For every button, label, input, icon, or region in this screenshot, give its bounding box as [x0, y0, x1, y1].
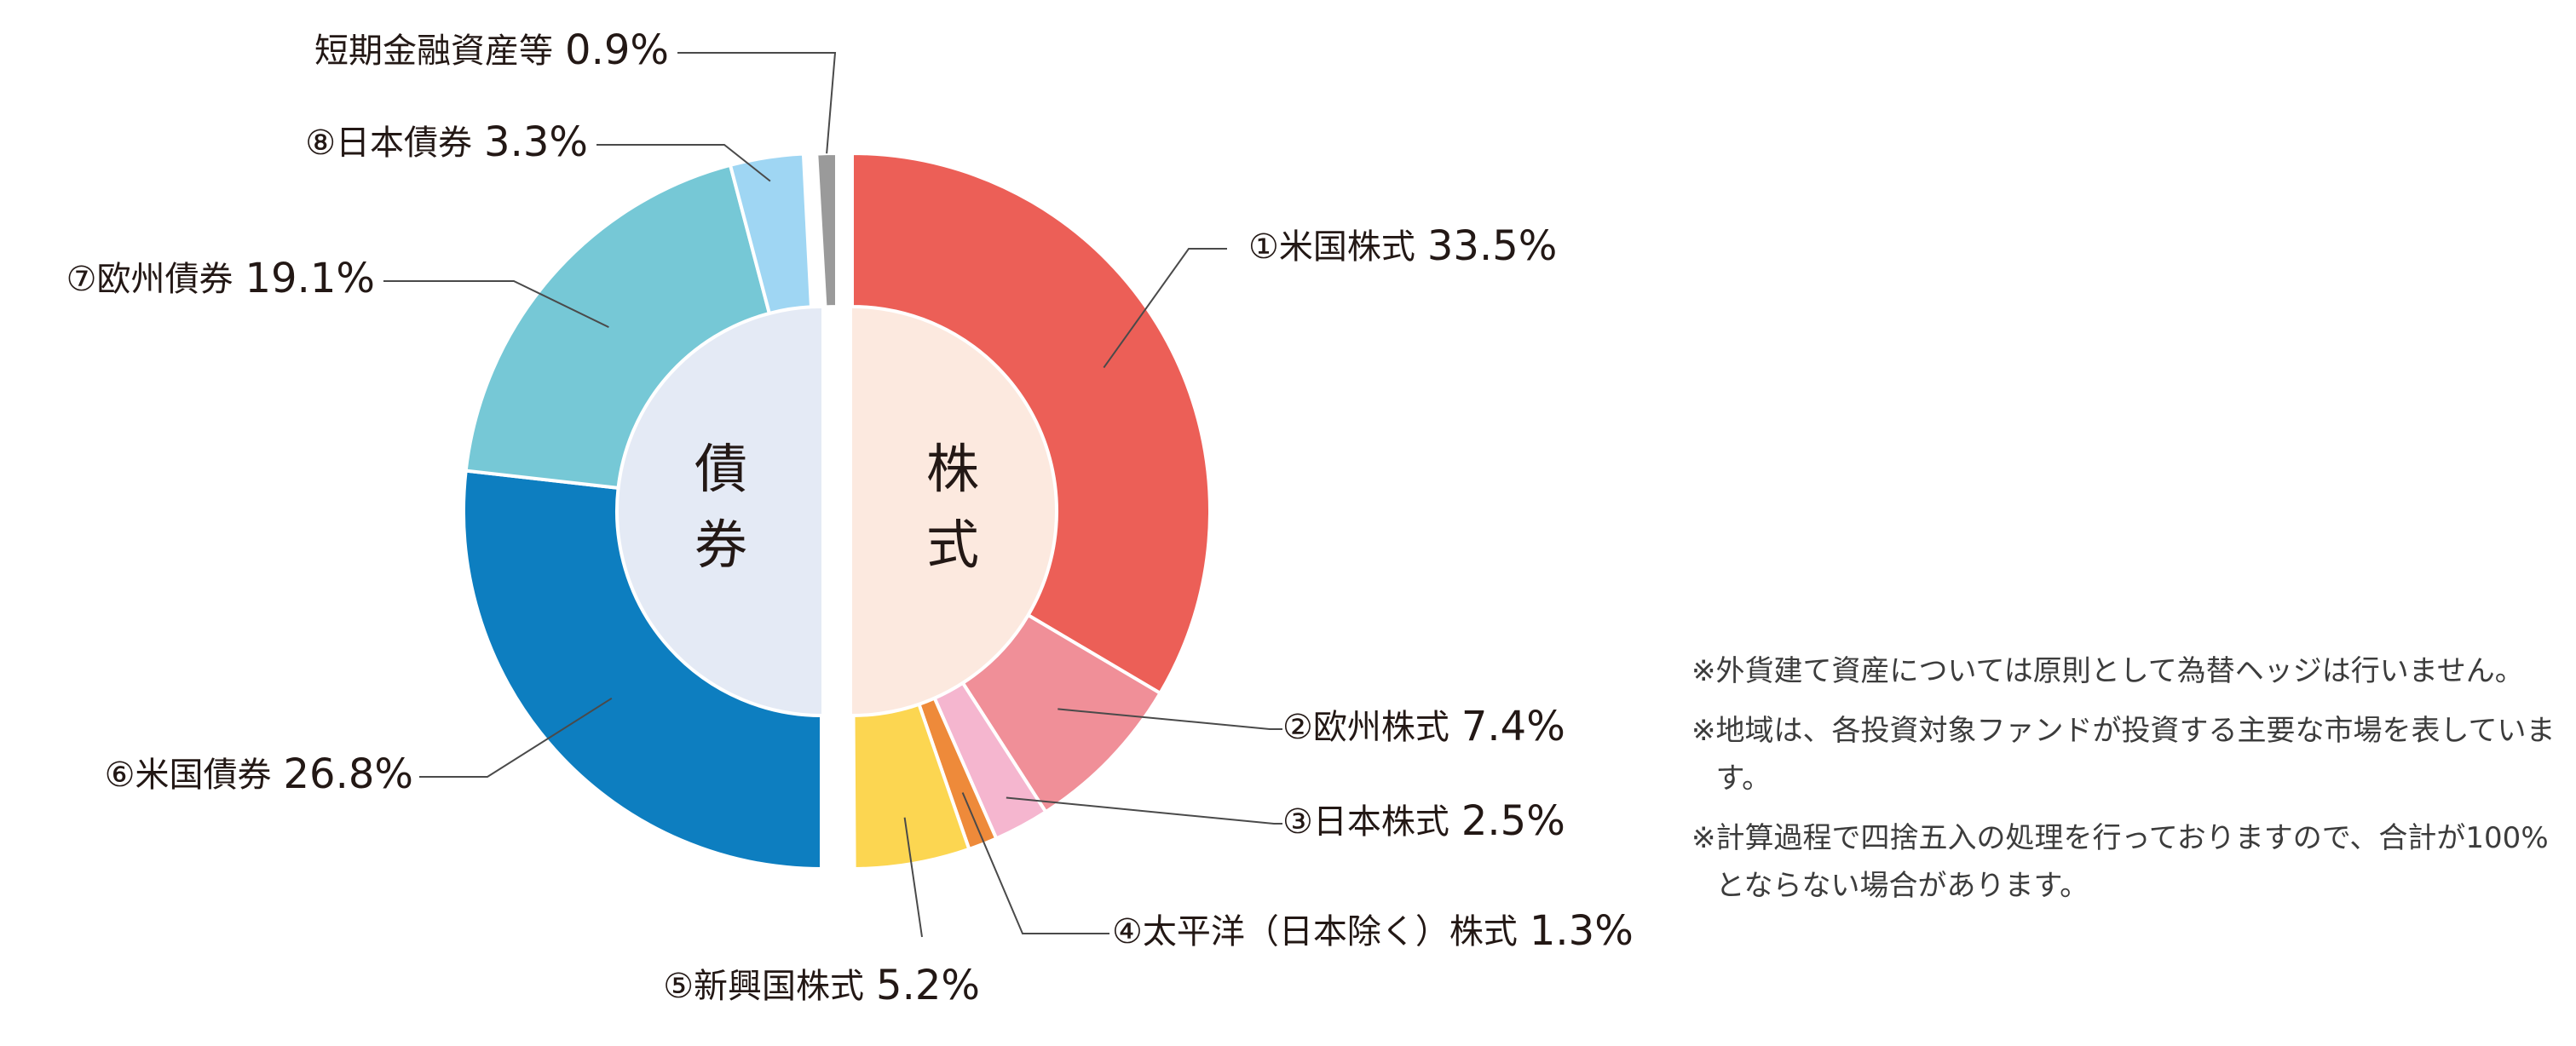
note-text: 計算過程で四捨五入の処理を行っておりますので、合計が100%とならない場合があり… [1715, 821, 2549, 903]
slice-label-name: ①米国株式 [1248, 227, 1415, 267]
slice-label: ⑤新興国株式 5.2% [663, 962, 980, 1009]
stock-label-char: 株 [926, 438, 979, 500]
footnote-hedge: ※ 外貨建て資産については原則として為替ヘッジは行いません。 [1691, 647, 2569, 695]
slice-label-value: 33.5% [1427, 222, 1557, 270]
bond-label-char: 債 [694, 438, 747, 500]
slice-label-value: 2.5% [1461, 797, 1565, 845]
inner-group-circles: 株式 債券 [619, 308, 1055, 714]
leader-line [596, 144, 771, 182]
slice-label-value: 26.8% [284, 750, 413, 798]
slice-label-value: 19.1% [245, 255, 375, 302]
note-mark: ※ [1691, 654, 1716, 688]
slice-label-value: 3.3% [484, 118, 588, 166]
slice-9 [815, 151, 838, 309]
slice-label-name: ⑦欧州債券 [66, 260, 233, 299]
stock-label-char: 式 [926, 514, 979, 576]
slice-label: ⑦欧州債券 19.1% [66, 255, 375, 302]
slice-label-value: 5.2% [876, 962, 980, 1009]
note-text: 外貨建て資産については原則として為替ヘッジは行いません。 [1715, 654, 2524, 688]
leader-line [383, 280, 609, 329]
bond-label-char: 券 [694, 514, 747, 576]
slice-label-value: 1.3% [1530, 907, 1634, 955]
slice-label-name: 短期金融資産等 [314, 32, 553, 71]
slice-label: ①米国株式 33.5% [1248, 222, 1557, 270]
note-mark: ※ [1691, 821, 1716, 855]
leader-line [961, 792, 1109, 934]
leader-line [677, 52, 837, 154]
slice-label: ④太平洋（日本除く）株式 1.3% [1112, 907, 1634, 955]
slice-label-name: ⑤新興国株式 [663, 967, 864, 1006]
slice-label-name: ③日本株式 [1282, 802, 1449, 842]
slice-label-name: ④太平洋（日本除く）株式 [1112, 912, 1518, 951]
slice-label-name: ⑥米国債券 [105, 756, 272, 795]
leader-line [1006, 796, 1282, 825]
slice-label-value: 0.9% [565, 26, 669, 74]
footnotes: ※ 外貨建て資産については原則として為替ヘッジは行いません。 ※ 地域は、各投資… [1691, 647, 2569, 922]
slice-6 [462, 468, 823, 871]
slice-label-name: ②欧州株式 [1282, 708, 1449, 747]
slice-5 [851, 702, 971, 871]
leader-line [1103, 248, 1227, 369]
slice-label-value: 7.4% [1461, 703, 1565, 750]
leader-lines [383, 52, 1282, 938]
slice-label: ②欧州株式 7.4% [1282, 703, 1565, 750]
donut-slices [462, 151, 1212, 871]
leader-line [419, 697, 613, 778]
leader-line [1057, 708, 1282, 730]
slice-label: ⑧日本債券 3.3% [305, 118, 588, 166]
slice-label: ⑥米国債券 26.8% [105, 750, 413, 798]
slice-labels: ①米国株式 33.5% ②欧州株式 7.4% ③日本株式 2.5% ④太平洋（日本除く）株式… [66, 26, 1634, 1009]
slice-7 [464, 163, 772, 491]
slice-1 [850, 151, 1212, 696]
slice-label: 短期金融資産等 0.9% [314, 26, 669, 74]
slice-label-name: ⑧日本債券 [305, 124, 472, 163]
footnote-rounding: ※ 計算過程で四捨五入の処理を行っておりますので、合計が100%とならない場合が… [1691, 814, 2569, 910]
slice-label: ③日本株式 2.5% [1282, 797, 1565, 845]
slice-8 [728, 152, 814, 316]
leader-line [903, 817, 923, 938]
note-mark: ※ [1691, 714, 1716, 748]
bond-group-center [619, 308, 821, 714]
note-text: 地域は、各投資対象ファンドが投資する主要な市場を表しています。 [1715, 714, 2556, 796]
stock-group-center [852, 308, 1055, 714]
footnote-region: ※ 地域は、各投資対象ファンドが投資する主要な市場を表しています。 [1691, 707, 2569, 802]
